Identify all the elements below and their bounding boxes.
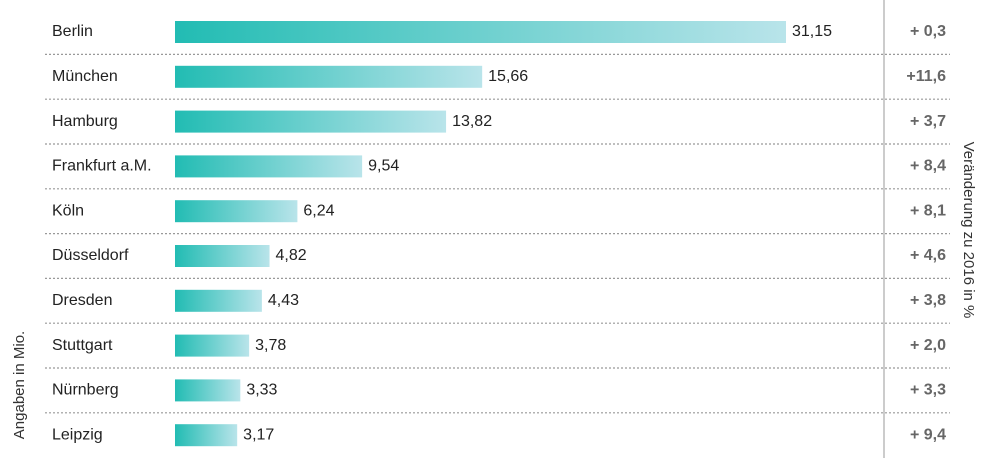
value-label: 6,24 bbox=[303, 202, 334, 219]
bar bbox=[175, 155, 363, 178]
value-label: 4,82 bbox=[276, 247, 307, 264]
bar bbox=[175, 110, 447, 133]
value-label: 3,78 bbox=[255, 337, 286, 354]
category-label: Köln bbox=[52, 202, 84, 219]
bar bbox=[175, 21, 786, 43]
change-label: + 3,8 bbox=[910, 292, 946, 309]
value-label: 3,17 bbox=[243, 426, 274, 443]
category-label: München bbox=[52, 68, 118, 85]
category-label: Leipzig bbox=[52, 426, 103, 443]
category-label: Dresden bbox=[52, 292, 112, 309]
change-label: + 2,0 bbox=[910, 337, 946, 354]
bar bbox=[175, 245, 270, 267]
bar bbox=[175, 424, 238, 447]
category-label: Frankfurt a.M. bbox=[52, 158, 152, 175]
change-label: + 4,6 bbox=[910, 247, 946, 264]
bar bbox=[175, 65, 483, 88]
bar bbox=[175, 379, 241, 402]
value-label: 31,15 bbox=[792, 23, 832, 40]
bar bbox=[175, 200, 298, 223]
category-label: Stuttgart bbox=[52, 337, 113, 354]
y2-axis-label: Veränderung zu 2016 in % bbox=[960, 142, 977, 319]
bar bbox=[175, 334, 250, 357]
category-label: Düsseldorf bbox=[52, 247, 129, 264]
change-label: + 3,7 bbox=[910, 113, 946, 130]
change-label: + 8,1 bbox=[910, 202, 946, 219]
category-label: Nürnberg bbox=[52, 382, 119, 399]
value-label: 3,33 bbox=[246, 382, 277, 399]
y-axis-label: Angaben in Mio. bbox=[11, 331, 28, 439]
change-label: + 9,4 bbox=[910, 426, 946, 443]
bar bbox=[175, 289, 262, 312]
value-label: 13,82 bbox=[452, 113, 492, 130]
change-label: + 3,3 bbox=[910, 382, 946, 399]
value-label: 9,54 bbox=[368, 158, 399, 175]
category-label: Berlin bbox=[52, 23, 93, 40]
value-label: 4,43 bbox=[268, 292, 299, 309]
category-label: Hamburg bbox=[52, 113, 118, 130]
value-label: 15,66 bbox=[488, 68, 528, 85]
change-label: + 0,3 bbox=[910, 23, 946, 40]
change-label: + 8,4 bbox=[910, 158, 946, 175]
change-label: +11,6 bbox=[906, 68, 946, 85]
